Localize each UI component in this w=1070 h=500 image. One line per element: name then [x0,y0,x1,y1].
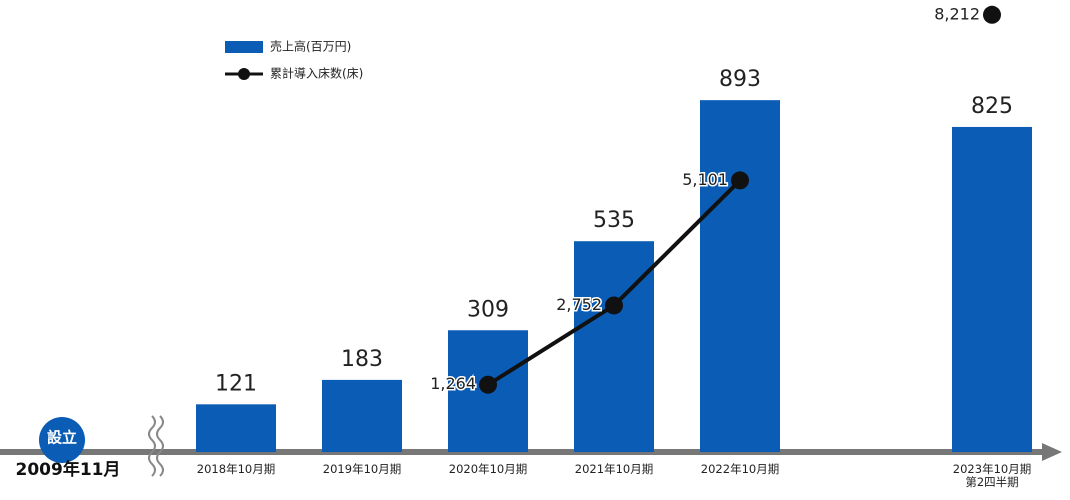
line-value-label: 1,264 [430,374,476,393]
x-tick-label: 2023年10月期 第2四半期 [952,462,1032,489]
axis-break [148,415,164,477]
x-tick-label: 2020年10月期 [448,462,528,476]
bar [196,404,276,452]
legend-label: 累計導入床数(床) [270,66,363,81]
x-tick-label: 2019年10月期 [322,462,402,476]
line-value-label: 5,101 [682,170,728,189]
line-value-label: 8,212 [934,4,980,23]
line-marker [731,171,749,190]
bar-value-label: 121 [215,371,257,396]
bar [574,241,654,452]
bar-value-label: 893 [719,67,761,92]
legend-label: 売上高(百万円) [270,39,351,54]
bar-value-label: 183 [341,347,383,372]
line-marker [983,5,1001,24]
bar [700,100,780,453]
x-tick-label: 2021年10月期 [574,462,654,476]
legend-swatch [225,41,263,53]
founded-label: 設立 [47,429,77,447]
founded-date: 2009年11月 [16,459,121,480]
bar [322,379,402,452]
bar-value-label: 535 [593,208,635,233]
bar-value-label: 309 [467,297,509,322]
bar [952,126,1032,452]
founded-badge [39,417,85,463]
axis-arrow [1042,443,1062,461]
line-marker [605,296,623,315]
line-value-label: 2,752 [556,295,602,314]
bar-value-label: 825 [971,94,1013,119]
legend-marker [238,68,250,80]
line-marker [479,375,497,394]
x-tick-label: 2018年10月期 [196,462,276,476]
x-tick-label: 2022年10月期 [700,462,780,476]
